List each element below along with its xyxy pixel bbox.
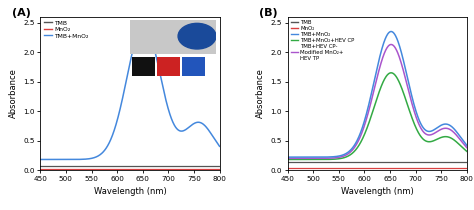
Y-axis label: Absorbance: Absorbance: [9, 68, 18, 118]
Y-axis label: Absorbance: Absorbance: [256, 68, 265, 118]
Legend: TMB, MnO₂, TMB+MnO₂: TMB, MnO₂, TMB+MnO₂: [42, 19, 91, 40]
X-axis label: Wavelength (nm): Wavelength (nm): [93, 187, 166, 196]
Text: (A): (A): [11, 8, 30, 18]
Text: (B): (B): [259, 8, 278, 18]
X-axis label: Wavelength (nm): Wavelength (nm): [341, 187, 414, 196]
Legend: TMB, MnO₂, TMB+MnO₂, TMB+MnO₂+HEV CP, TMB+HEV CP-
Modified MnO₂+
HEV TP: TMB, MnO₂, TMB+MnO₂, TMB+MnO₂+HEV CP, TM…: [289, 18, 356, 62]
